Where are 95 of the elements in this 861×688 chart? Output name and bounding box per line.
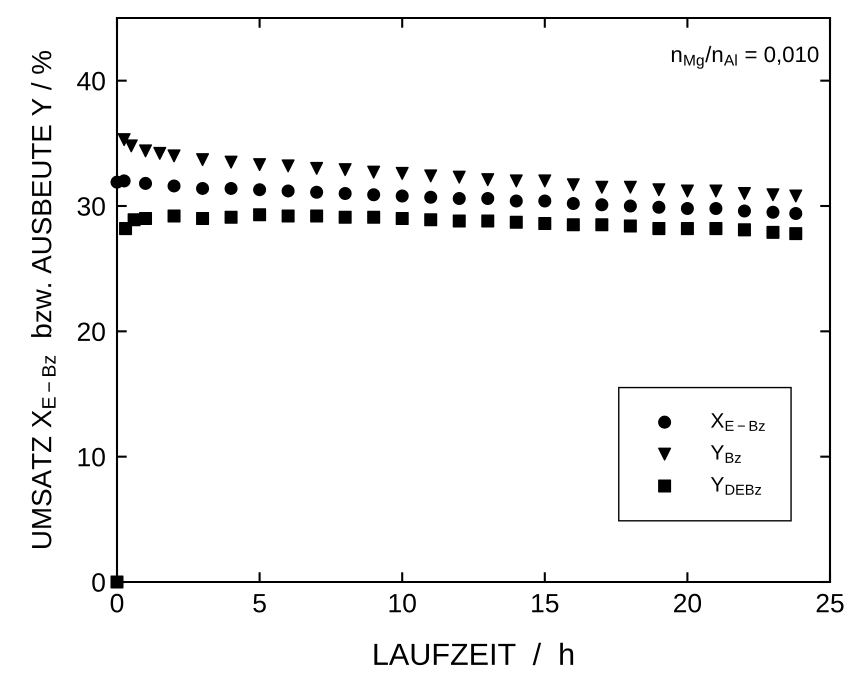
x-tick-label: 15 <box>532 594 558 612</box>
point <box>396 212 409 226</box>
legend-label: Y$_{Bz}$ <box>710 445 741 463</box>
point <box>789 227 802 240</box>
point <box>624 180 637 194</box>
point <box>481 214 494 228</box>
point <box>139 212 152 226</box>
point <box>118 174 131 188</box>
point <box>168 179 181 192</box>
point <box>452 192 466 205</box>
annotation: n$_{Mg}$/n$_{Al}$ = 0,010 <box>672 46 818 69</box>
point <box>738 186 751 200</box>
point <box>128 213 141 226</box>
point <box>766 226 780 239</box>
point <box>566 196 580 210</box>
point <box>680 202 694 216</box>
point <box>396 166 409 180</box>
x-tick-label: 0 <box>110 594 124 612</box>
x-tick-label: 25 <box>816 594 844 612</box>
point <box>424 169 438 182</box>
point <box>789 189 802 202</box>
point <box>595 218 608 232</box>
point <box>766 206 780 219</box>
point <box>310 162 324 175</box>
point <box>282 210 295 223</box>
point <box>338 163 352 176</box>
point <box>396 189 409 202</box>
point <box>510 174 523 188</box>
point <box>709 222 722 236</box>
point <box>282 159 295 172</box>
point <box>168 149 181 162</box>
point <box>424 190 438 204</box>
point <box>310 186 324 199</box>
point <box>566 178 580 192</box>
point <box>196 153 210 166</box>
legend-label: X$_{E−Bz}$ <box>710 413 765 431</box>
point <box>196 182 210 195</box>
point <box>566 218 580 232</box>
x-axis-title: LAUFZEIT / h <box>374 642 574 666</box>
point <box>624 220 637 233</box>
point <box>766 188 780 202</box>
point <box>652 183 666 196</box>
y-tick-label: 20 <box>78 322 105 342</box>
point <box>282 184 295 198</box>
point <box>680 222 694 236</box>
point <box>153 146 166 160</box>
point <box>538 174 552 188</box>
point <box>624 199 637 213</box>
point <box>367 166 380 179</box>
point <box>253 208 266 222</box>
point <box>224 156 238 169</box>
x-tick-label: 5 <box>253 594 266 612</box>
point <box>510 216 523 229</box>
point <box>110 575 124 589</box>
point <box>139 144 152 158</box>
point <box>510 194 523 208</box>
point <box>595 180 608 194</box>
point <box>738 204 751 218</box>
y-tick-label: 0 <box>92 573 105 592</box>
point <box>139 176 152 190</box>
point <box>652 200 666 214</box>
y-axis-title: UMSATZ X$_{E−Bz}$ bzw. AUSBEUTE Y / % <box>31 51 56 548</box>
point <box>424 213 438 226</box>
point <box>224 210 238 224</box>
point <box>652 222 666 236</box>
point <box>338 186 352 200</box>
point <box>367 210 380 224</box>
point <box>196 212 210 226</box>
point <box>481 173 494 186</box>
point <box>680 184 694 198</box>
point <box>310 210 324 223</box>
point <box>367 188 380 202</box>
point <box>738 223 751 236</box>
point <box>124 139 138 152</box>
point <box>253 158 266 172</box>
point <box>168 210 181 223</box>
point <box>481 192 494 205</box>
point <box>452 170 466 184</box>
point <box>538 194 552 208</box>
point <box>224 182 238 195</box>
point <box>253 183 266 196</box>
y-tick-label: 40 <box>77 72 105 90</box>
point <box>789 207 802 220</box>
point <box>538 217 552 230</box>
point <box>595 198 608 212</box>
point <box>709 184 722 198</box>
x-tick-label: 10 <box>390 594 416 612</box>
legend-label: Y$_{DEBz}$ <box>710 477 762 495</box>
point <box>338 210 352 224</box>
point <box>118 133 131 146</box>
point <box>709 202 722 216</box>
y-tick-label: 30 <box>78 197 105 216</box>
y-tick-label: 10 <box>78 448 105 466</box>
x-tick-label: 20 <box>674 594 702 612</box>
point <box>452 214 466 228</box>
